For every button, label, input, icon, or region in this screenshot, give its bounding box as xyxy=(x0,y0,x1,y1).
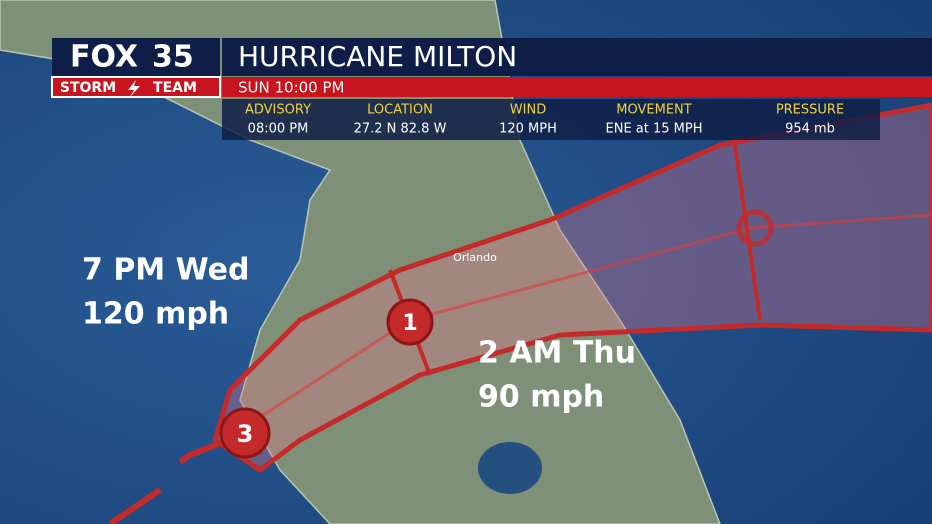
category: 3 xyxy=(237,420,254,448)
cone-cross xyxy=(733,144,762,321)
time-bar xyxy=(222,77,932,97)
label-time: 2 AM Thu xyxy=(478,336,636,371)
advisory-value: ENE at 15 MPH xyxy=(606,122,703,137)
advisory-value: 08:00 PM xyxy=(248,122,309,137)
advisory-label: LOCATION xyxy=(367,103,433,118)
advisory-value: 27.2 N 82.8 W xyxy=(354,122,447,137)
advisory-label: WIND xyxy=(510,103,546,118)
city: Orlando xyxy=(453,251,497,264)
hurricane-icon xyxy=(219,407,271,459)
advisory-label: MOVEMENT xyxy=(616,103,691,118)
label-time: 7 PM Wed xyxy=(82,253,249,288)
advisory-value: 120 MPH xyxy=(499,122,557,137)
past-track xyxy=(108,487,162,524)
advisory: ADVISORY 08:00 PM LOCATION 27.2 N 82.8 W WIN… xyxy=(245,103,844,137)
label-wind: 120 mph xyxy=(82,297,229,332)
past-track xyxy=(178,437,230,465)
forecast-cone xyxy=(212,102,932,473)
logo-bg xyxy=(52,38,220,76)
advisory-panel xyxy=(222,99,880,140)
title: HURRICANE MILTON xyxy=(238,40,517,73)
logo-team: TEAM xyxy=(153,80,197,96)
track-line xyxy=(239,213,932,432)
logo-brand: FOX xyxy=(70,40,138,75)
advisory-value: 954 mb xyxy=(785,122,835,137)
logo-team: STORM xyxy=(60,80,116,96)
advisory-label: ADVISORY xyxy=(245,103,311,118)
time: SUN 10:00 PM xyxy=(238,79,344,97)
bolt xyxy=(128,80,140,97)
title-bar xyxy=(222,38,932,76)
hurricane-icon xyxy=(736,209,774,247)
category: 1 xyxy=(402,311,417,336)
advisory-label: PRESSURE xyxy=(776,103,844,118)
labels: 7 PM Wed 120 mph 2 AM Thu 90 mph xyxy=(82,253,636,415)
logo-channel: 35 xyxy=(152,40,194,75)
lake xyxy=(478,442,542,494)
hurricane-icon xyxy=(386,298,434,346)
label-wind: 90 mph xyxy=(478,380,604,415)
